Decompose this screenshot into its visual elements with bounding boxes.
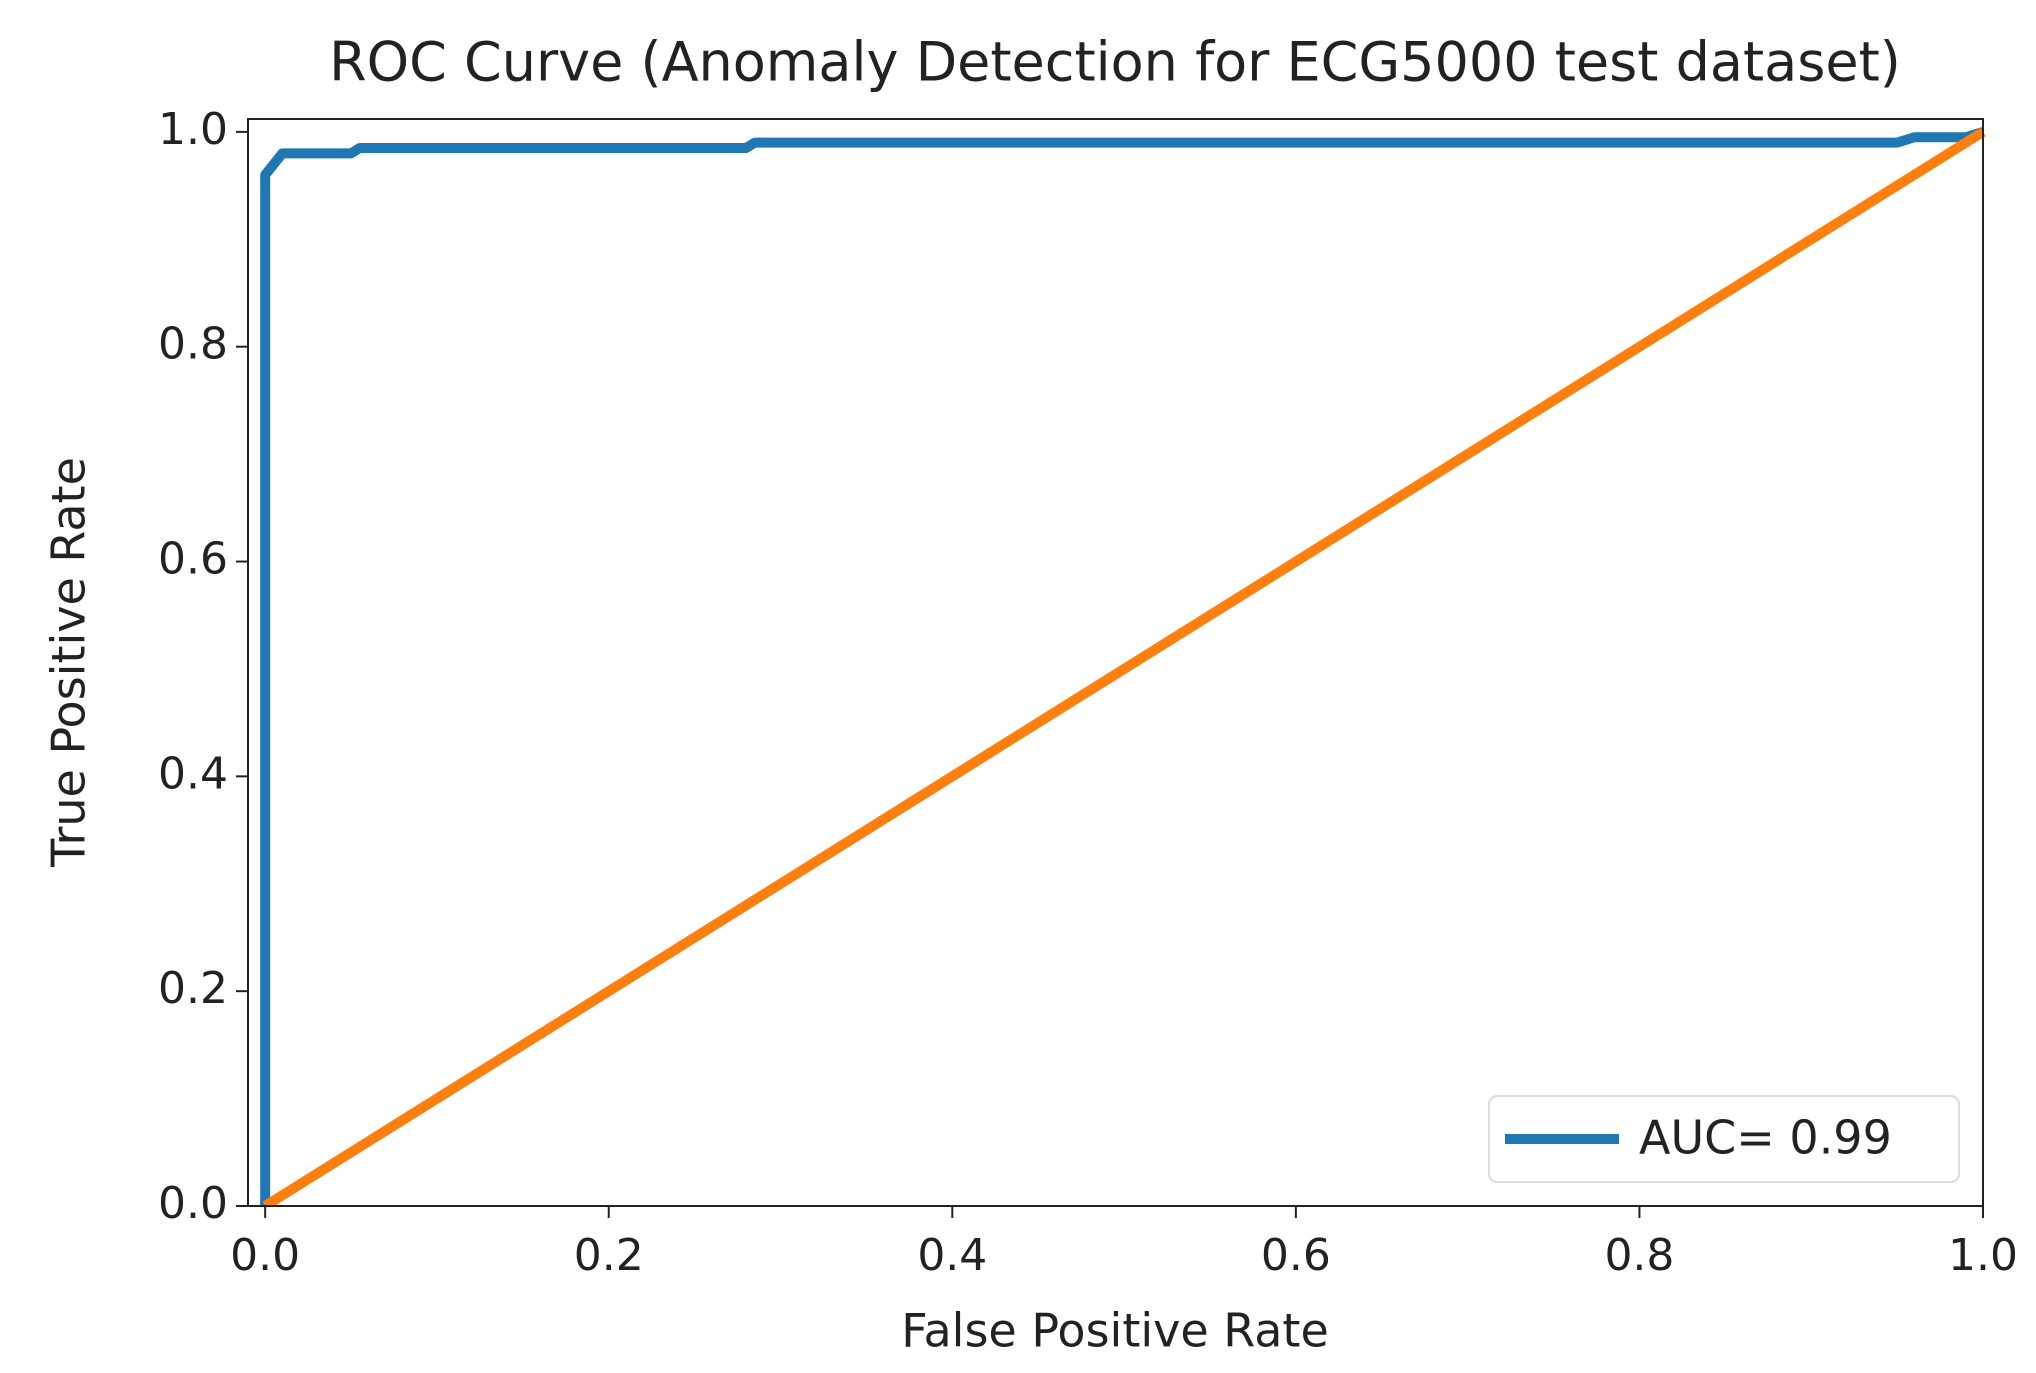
chart-title: ROC Curve (Anomaly Detection for ECG5000…: [329, 31, 1901, 94]
x-tick-label: 0.8: [1604, 1230, 1674, 1281]
line: [260, 127, 1985, 1206]
x-tick-label: 0.2: [574, 1230, 644, 1281]
y-tick-label: 0.0: [158, 1178, 228, 1229]
y-axis-label: True Positive Rate: [42, 457, 96, 868]
legend-label: AUC= 0.99: [1639, 1111, 1892, 1165]
x-tick-label: 0.6: [1261, 1230, 1331, 1281]
y-tick-label: 0.6: [158, 534, 228, 585]
x-tick-label: 0.0: [230, 1230, 300, 1281]
x-axis-label: False Positive Rate: [901, 1304, 1329, 1358]
x-tick-label: 0.4: [917, 1230, 987, 1281]
y-tick-label: 0.4: [158, 748, 228, 799]
legend-box: [1488, 1095, 1960, 1183]
y-tick-label: 0.8: [158, 319, 228, 370]
x-tick-label: 1.0: [1948, 1230, 2018, 1281]
y-tick-label: 0.2: [158, 963, 228, 1014]
line: [262, 127, 1986, 1206]
y-tick-label: 1.0: [158, 104, 228, 155]
plot-frame: [247, 118, 1984, 1207]
